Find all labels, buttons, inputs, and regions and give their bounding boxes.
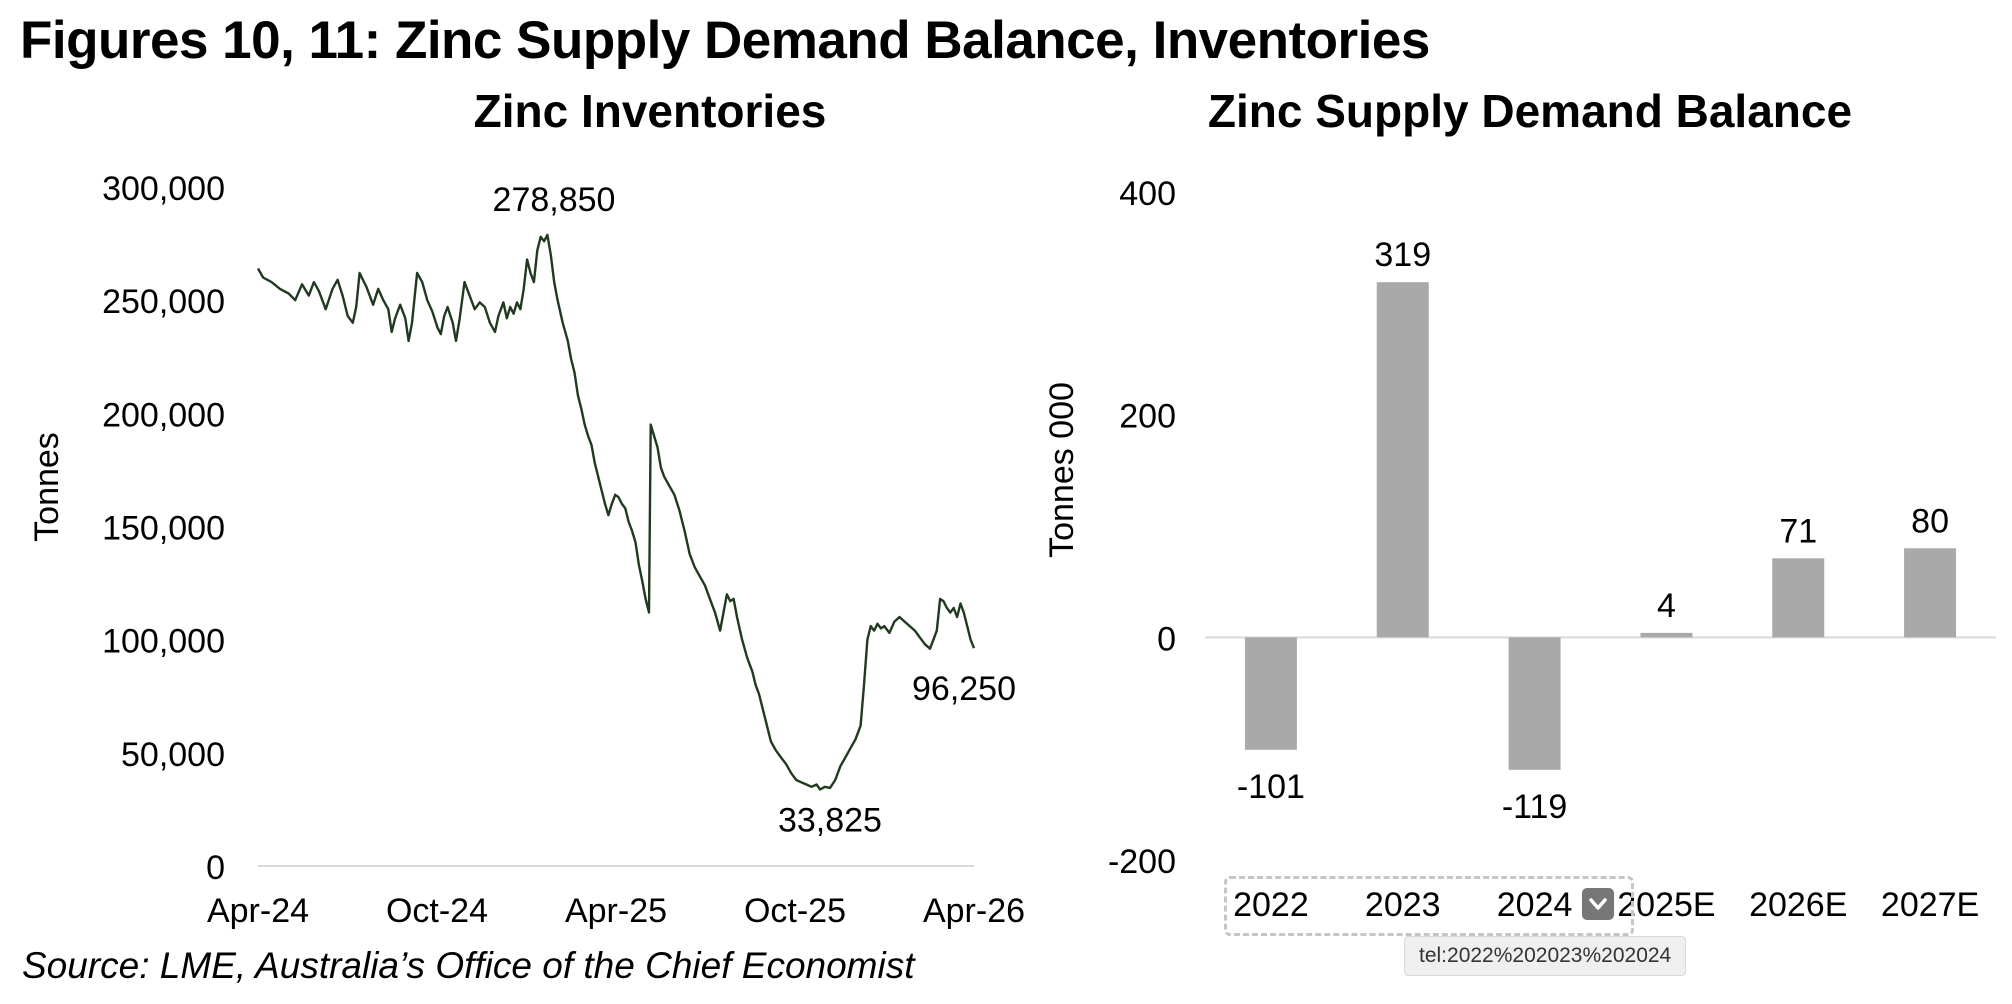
source-note: Source: LME, Australia’s Office of the C…	[22, 945, 915, 986]
balance-x-tick-label: 2026E	[1749, 886, 1847, 924]
inventories-x-tick-label: Oct-24	[386, 892, 488, 930]
balance-bar-value-label: 4	[1657, 587, 1676, 625]
inventories-x-tick-label: Apr-24	[207, 892, 309, 930]
balance-bar	[1772, 558, 1825, 638]
inventories-y-tick-label: 150,000	[102, 510, 225, 548]
phone-number-tooltip: tel:2022%202023%202024	[1404, 936, 1687, 976]
inventories-x-tick-label: Apr-26	[923, 892, 1025, 930]
balance-bar-value-label: -101	[1237, 768, 1305, 806]
balance-bar	[1244, 637, 1297, 750]
inventories-y-tick-label: 250,000	[102, 283, 225, 321]
balance-y-tick-label: 400	[1119, 175, 1176, 213]
inventories-y-tick-label: 50,000	[121, 736, 225, 774]
balance-bar-value-label: -119	[1502, 788, 1568, 826]
inventories-y-axis-label: Tonnes	[28, 432, 66, 542]
balance-bar	[1640, 632, 1693, 638]
balance-bar-value-label: 80	[1911, 502, 1949, 540]
inventories-y-tick-label: 0	[206, 849, 225, 887]
balance-bar	[1376, 282, 1429, 638]
latest-annotation: 96,250	[912, 670, 1016, 708]
balance-bar	[1904, 548, 1957, 638]
balance-y-axis-label: Tonnes 000	[1043, 382, 1081, 558]
balance-y-tick-label: 200	[1119, 398, 1176, 436]
balance-x-tick-label: 2024	[1497, 886, 1573, 924]
balance-x-tick-label: 2022	[1233, 886, 1309, 924]
inventories-chart-title: Zinc Inventories	[473, 85, 827, 137]
balance-x-tick-label: 2027E	[1881, 886, 1979, 924]
balance-y-tick-label: -200	[1108, 843, 1176, 881]
peak-annotation: 278,850	[493, 181, 616, 219]
smart-tag-dropdown-button[interactable]	[1582, 888, 1614, 920]
figure-title: Figures 10, 11: Zinc Supply Demand Balan…	[20, 11, 1430, 70]
balance-bar-value-label: 319	[1374, 236, 1431, 274]
inventories-y-tick-label: 300,000	[102, 170, 225, 208]
balance-x-tick-label: 2023	[1365, 886, 1441, 924]
inventories-series-line	[256, 233, 976, 791]
inventories-x-tick-label: Apr-25	[565, 892, 667, 930]
balance-bar-value-label: 71	[1779, 512, 1817, 550]
inventories-y-tick-label: 100,000	[102, 623, 225, 661]
balance-y-tick-label: 0	[1157, 620, 1176, 658]
chevron-down-icon	[1589, 898, 1607, 910]
balance-chart-title: Zinc Supply Demand Balance	[1207, 85, 1853, 137]
inventories-x-tick-label: Oct-25	[744, 892, 846, 930]
balance-bar	[1508, 637, 1561, 770]
smart-tag-selection[interactable]	[1224, 876, 1634, 936]
inventories-y-tick-label: 200,000	[102, 396, 225, 434]
low-annotation: 33,825	[778, 801, 882, 839]
